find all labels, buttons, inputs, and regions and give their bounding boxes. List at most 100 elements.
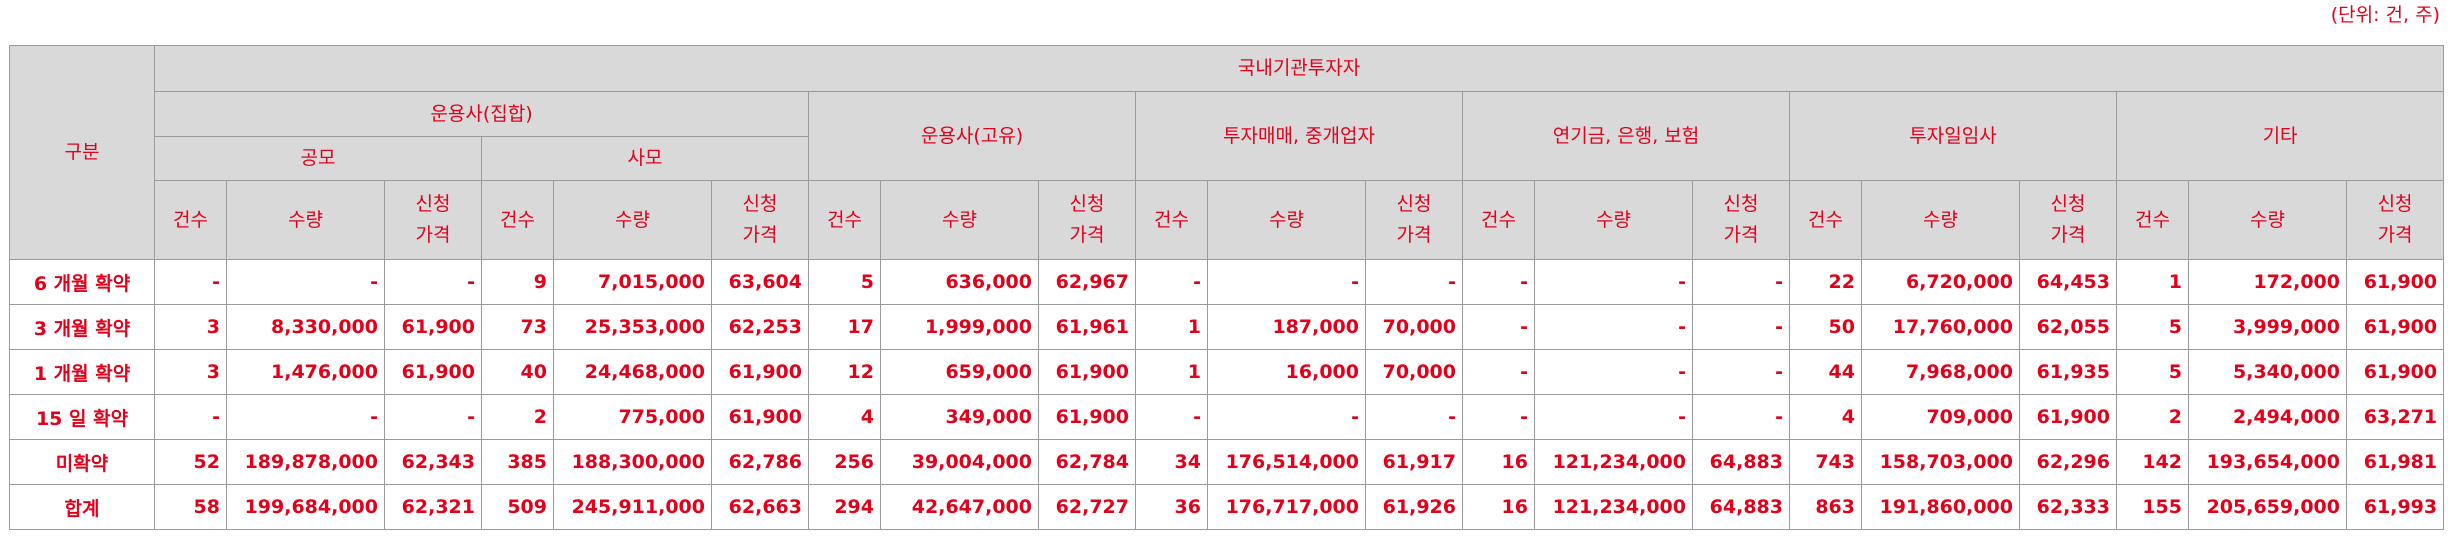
table-row: 합계 58 199,684,000 62,321 509 245,911,000 62,66…: [9, 484, 2445, 530]
table-cell: -: [154, 394, 227, 440]
table-body: 6 개월 확약 - - -9 7,015,000 63,604 5 636,000 62,967…: [9, 259, 2445, 530]
table-cell: 64,883: [1692, 439, 1790, 485]
bid-price-header: 신청 가격: [1038, 180, 1136, 260]
quantity-header: 수량: [226, 180, 385, 260]
table-cell: -: [226, 259, 385, 305]
header-private-fund: 사모: [481, 136, 809, 181]
header-proprietary-managers: 운용사(고유): [808, 91, 1136, 181]
table-cell: 199,684,000: [226, 484, 385, 530]
table-cell: 61,900: [384, 349, 482, 395]
table-cell: 61,900: [711, 349, 809, 395]
bid-price-header: 신청 가격: [1365, 180, 1463, 260]
table-cell: 12: [808, 349, 881, 395]
table-row: 미확약 52 189,878,000 62,343 385 188,300,000 62,7…: [9, 439, 2445, 485]
count-header: 건수: [2116, 180, 2189, 260]
table-cell: 6,720,000: [1861, 259, 2020, 305]
table-cell: 70,000: [1365, 304, 1463, 350]
table-cell: -: [1692, 349, 1790, 395]
table-cell: 17: [808, 304, 881, 350]
table-cell: -: [1534, 259, 1693, 305]
table-cell: 256: [808, 439, 881, 485]
table-cell: -: [1692, 394, 1790, 440]
subheader-row: 건수 수량 신청 가격 건수 수량 신청 가격 건수 수량 신청 가격 건수 수량 신청 가격 건수 수량…: [10, 180, 2445, 260]
table-cell: 61,900: [384, 304, 482, 350]
row-label: 1 개월 확약: [9, 349, 155, 395]
table-cell: 142: [2116, 439, 2189, 485]
count-header: 건수: [1135, 180, 1208, 260]
table-cell: 62,296: [2019, 439, 2117, 485]
table-cell: 62,321: [384, 484, 482, 530]
table-cell: -: [1135, 259, 1208, 305]
table-cell: 9: [481, 259, 554, 305]
table-cell: 121,234,000: [1534, 484, 1693, 530]
table-cell: -: [384, 259, 482, 305]
quantity-header: 수량: [880, 180, 1039, 260]
table-cell: 34: [1135, 439, 1208, 485]
table-cell: 61,917: [1365, 439, 1463, 485]
quantity-header: 수량: [1207, 180, 1366, 260]
table-cell: 40: [481, 349, 554, 395]
header-pension-bank-insurance: 연기금, 은행, 보험: [1462, 91, 1790, 181]
row-label: 합계: [9, 484, 155, 530]
table-cell: -: [1207, 394, 1366, 440]
table-cell: 22: [1789, 259, 1862, 305]
header-brokerage: 투자매매, 중개업자: [1135, 91, 1463, 181]
table-cell: -: [1365, 259, 1463, 305]
header-collective-managers: 운용사(집합): [154, 91, 809, 137]
quantity-header: 수량: [553, 180, 712, 260]
table-cell: 61,961: [1038, 304, 1136, 350]
table-cell: -: [1534, 349, 1693, 395]
table-cell: 158,703,000: [1861, 439, 2020, 485]
quantity-header: 수량: [1534, 180, 1693, 260]
table-cell: 7,968,000: [1861, 349, 2020, 395]
table-cell: 2,494,000: [2188, 394, 2347, 440]
row-label: 3 개월 확약: [9, 304, 155, 350]
table-cell: 5: [2116, 349, 2189, 395]
table-cell: -: [1462, 349, 1535, 395]
table-cell: 8,330,000: [226, 304, 385, 350]
table-row: 3 개월 확약 3 8,330,000 61,900 73 25,353,000 62,25…: [9, 304, 2445, 350]
table-cell: 176,717,000: [1207, 484, 1366, 530]
table-cell: -: [1207, 259, 1366, 305]
table-cell: 4: [808, 394, 881, 440]
table-cell: 61,900: [2345, 259, 2445, 305]
table-cell: 70,000: [1365, 349, 1463, 395]
table-cell: 61,935: [2019, 349, 2117, 395]
count-header: 건수: [1462, 180, 1535, 260]
header-public-fund: 공모: [154, 136, 482, 181]
table-cell: 1: [1135, 304, 1208, 350]
table-cell: 2: [481, 394, 554, 440]
table-cell: 62,967: [1038, 259, 1136, 305]
table-cell: 385: [481, 439, 554, 485]
table-cell: 1,999,000: [880, 304, 1039, 350]
table-cell: 36: [1135, 484, 1208, 530]
table-cell: 5: [2116, 304, 2189, 350]
table-cell: 176,514,000: [1207, 439, 1366, 485]
row-label: 6 개월 확약: [9, 259, 155, 305]
table-cell: 1: [1135, 349, 1208, 395]
table-cell: 62,055: [2019, 304, 2117, 350]
table-cell: 191,860,000: [1861, 484, 2020, 530]
count-header: 건수: [154, 180, 227, 260]
table-cell: 62,786: [711, 439, 809, 485]
table-cell: 61,981: [2345, 439, 2445, 485]
allocation-table: 구분 국내기관투자자 운용사(집합) 운용사(고유) 투자매매, 중개업자 연기…: [9, 45, 2445, 530]
table-cell: 16: [1462, 439, 1535, 485]
table-cell: 64,883: [1692, 484, 1790, 530]
table-cell: 39,004,000: [880, 439, 1039, 485]
table-cell: 61,993: [2345, 484, 2445, 530]
table-cell: -: [1692, 304, 1790, 350]
table-cell: 52: [154, 439, 227, 485]
table-cell: 743: [1789, 439, 1862, 485]
table-cell: 62,663: [711, 484, 809, 530]
header-discretionary-managers: 투자일임사: [1789, 91, 2117, 181]
unit-label: (단위: 건, 주): [2330, 4, 2440, 26]
table-row: 1 개월 확약 3 1,476,000 61,900 40 24,468,000 61,90…: [9, 349, 2445, 395]
table-cell: 2: [2116, 394, 2189, 440]
table-header: 구분 국내기관투자자 운용사(집합) 운용사(고유) 투자매매, 중개업자 연기…: [9, 45, 2445, 260]
quantity-header: 수량: [1861, 180, 2020, 260]
header-category: 구분: [9, 45, 155, 260]
table-cell: 25,353,000: [553, 304, 712, 350]
table-cell: -: [1462, 304, 1535, 350]
header-other: 기타: [2115, 91, 2445, 181]
